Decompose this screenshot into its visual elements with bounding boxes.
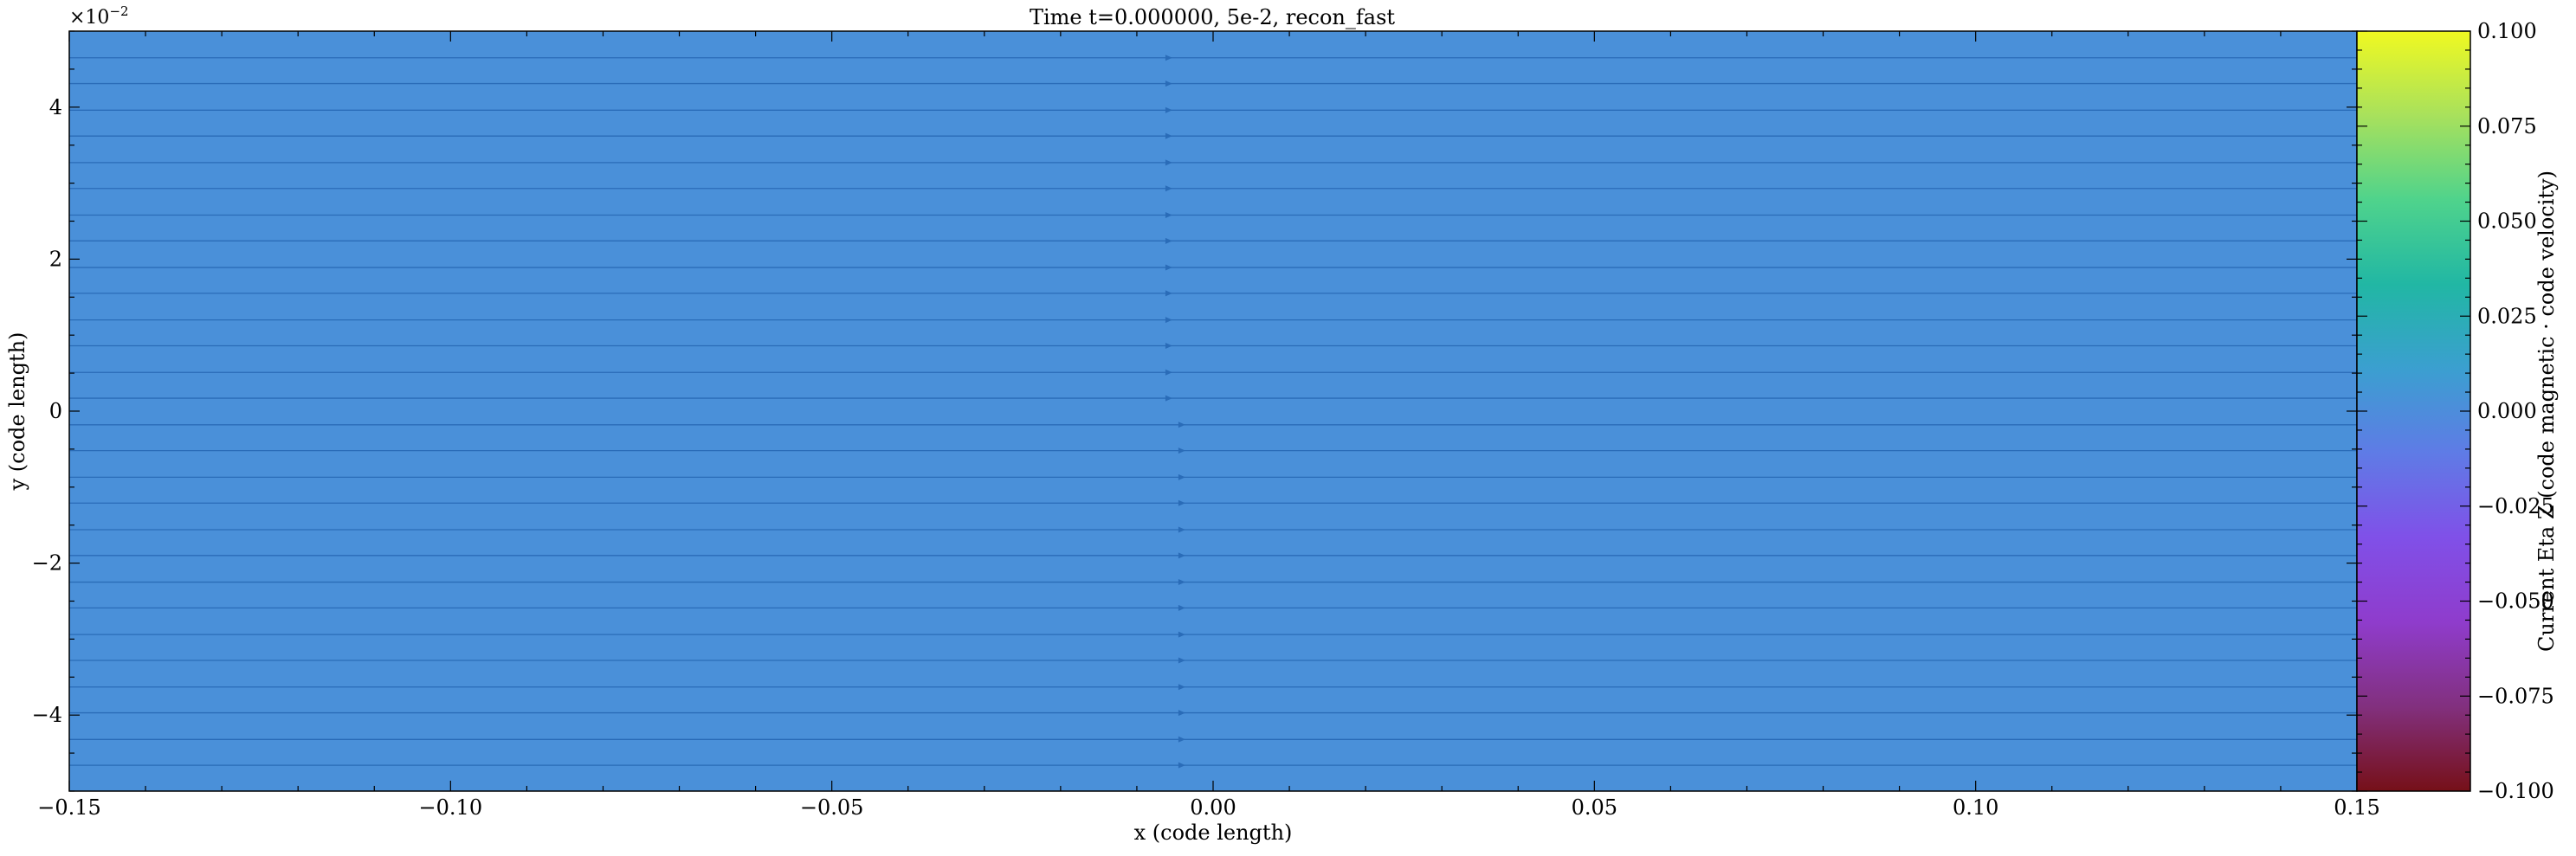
field-line-arrow <box>1178 526 1185 533</box>
field-line-arrow <box>1165 55 1172 61</box>
field-line-arrow <box>1165 317 1172 324</box>
colorbar-tick-labels: 0.100 0.075 0.050 0.025 0.000 −0.025 −0.050 −0.… <box>2477 19 2554 803</box>
field-line-arrow <box>1165 264 1172 271</box>
y-tick-labels: −4 −2 0 2 4 <box>32 95 62 727</box>
field-line-arrow <box>1178 657 1185 664</box>
y-tick-label: 0 <box>49 399 62 423</box>
colorbar-tick-label: 0.025 <box>2477 304 2537 328</box>
colorbar-tick-label: 0.050 <box>2477 209 2537 234</box>
field-background <box>69 31 2357 791</box>
chart-title: Time t=0.000000, 5e-2, recon_fast <box>1030 5 1395 29</box>
field-line-arrow <box>1165 106 1172 113</box>
field-line-arrows <box>1165 55 1185 769</box>
field-line-arrow <box>1165 211 1172 218</box>
field-line-arrow <box>1165 80 1172 87</box>
plot-area <box>68 30 2358 792</box>
field-line-arrow <box>1178 604 1185 611</box>
field-line-arrow <box>1165 369 1172 376</box>
y-tick-label: 2 <box>49 247 62 271</box>
x-tick-label: 0.05 <box>1572 795 1617 820</box>
x-axis-label: x (code length) <box>1134 821 1293 845</box>
field-line-arrow <box>1165 237 1172 244</box>
field-line-arrow <box>1165 185 1172 192</box>
field-line-arrow <box>1165 132 1172 139</box>
colorbar-tick-label: 0.100 <box>2477 19 2537 43</box>
field-line-arrow <box>1178 631 1185 638</box>
colorbar-tick-label: −0.100 <box>2477 779 2554 803</box>
field-line-arrow <box>1165 159 1172 166</box>
x-tick-label: −0.15 <box>37 795 101 820</box>
field-lines <box>69 57 2357 766</box>
field-line-arrow <box>1178 473 1185 480</box>
field-line-arrow <box>1178 447 1185 454</box>
y-offset-label: ×10−2 <box>69 3 129 29</box>
y-tick-label: 4 <box>49 95 62 119</box>
field-line-arrow <box>1165 290 1172 297</box>
field-line-arrow <box>1178 579 1185 586</box>
colorbar-tick-label: 0.075 <box>2477 114 2537 138</box>
colorbar-tick-label: −0.025 <box>2477 494 2554 518</box>
y-axis-label: y (code length) <box>5 332 29 492</box>
field-line-arrow <box>1178 499 1185 506</box>
colorbar-ticks <box>2357 30 2470 792</box>
y-tick-label: −2 <box>32 551 62 576</box>
x-axis-ticks <box>68 31 2358 791</box>
field-line-arrow <box>1178 422 1185 428</box>
colorbar-tick-label: 0.000 <box>2477 399 2537 423</box>
colorbar-tick-label: −0.075 <box>2477 684 2554 708</box>
colorbar-fill <box>2356 30 2471 792</box>
field-line-arrow <box>1178 684 1185 691</box>
x-tick-labels: −0.15 −0.10 −0.05 0.00 0.05 0.10 0.15 <box>37 795 2379 820</box>
colorbar: 0.100 0.075 0.050 0.025 0.000 −0.025 −0.050 −0.… <box>2356 19 2559 803</box>
x-tick-label: 0.10 <box>1953 795 1998 820</box>
x-tick-label: −0.10 <box>419 795 483 820</box>
y-tick-label: −4 <box>32 703 62 727</box>
colorbar-label: Current Eta Z (code magnetic · code velo… <box>2534 171 2559 652</box>
x-tick-label: 0.15 <box>2334 795 2379 820</box>
field-line-arrow <box>1178 736 1185 743</box>
field-line-arrow <box>1165 395 1172 402</box>
x-tick-label: −0.05 <box>800 795 864 820</box>
field-line-arrow <box>1178 552 1185 559</box>
field-line-arrow <box>1178 710 1185 717</box>
field-line-arrow <box>1165 342 1172 349</box>
field-line-arrow <box>1178 762 1185 769</box>
colorbar-tick-label: −0.050 <box>2477 589 2554 614</box>
x-tick-label: 0.00 <box>1190 795 1236 820</box>
